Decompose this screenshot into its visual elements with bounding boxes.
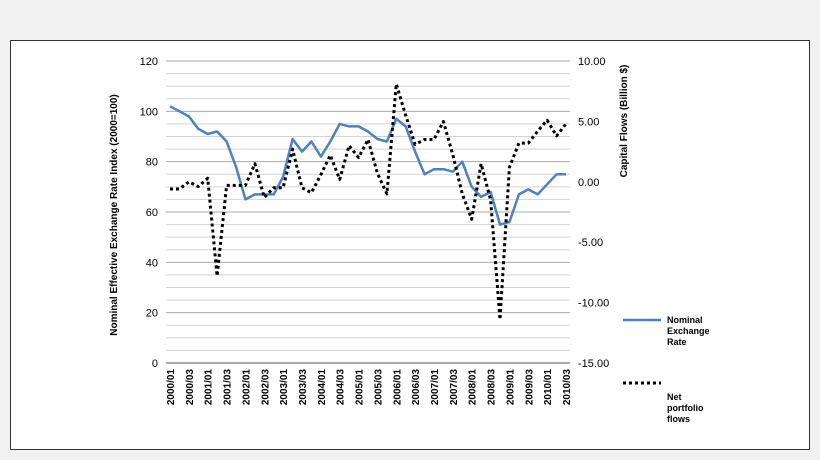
x-tick-label: 2001/01 [204, 369, 215, 406]
right-tick-label: 10.00 [578, 56, 606, 68]
legend-label-exchange-rate-line3: Rate [667, 337, 687, 347]
x-tick-label: 2008/03 [487, 369, 498, 406]
line-chart: 0 20 40 60 80 100 120 -15.00 -10.00 -5.00 0.00 5.0… [11, 41, 809, 449]
right-tick-label: -15.00 [578, 358, 609, 370]
x-tick-label: 2005/03 [373, 369, 384, 406]
right-tick-label: 0.00 [578, 177, 599, 189]
right-tick-label: 5.00 [578, 116, 599, 128]
legend-label-portfolio-flows-line1: Net [667, 392, 682, 402]
series-lines [169, 82, 568, 321]
left-tick-label: 60 [146, 207, 158, 219]
x-tick-label: 2004/03 [336, 369, 347, 406]
left-tick-label: 40 [146, 257, 158, 269]
right-axis-label: Capital Flows (Billion $) [619, 65, 630, 178]
left-tick-label: 120 [140, 56, 158, 68]
x-tick-label: 2008/01 [468, 369, 479, 406]
x-tick-label: 2004/01 [317, 369, 328, 406]
legend-label-exchange-rate-line2: Exchange [667, 326, 710, 336]
x-tick-label: 2005/01 [355, 369, 366, 406]
exchange-rate-line [169, 105, 566, 226]
x-tick-label: 2000/01 [166, 369, 177, 406]
right-tick-label: -5.00 [578, 237, 603, 249]
legend: Nominal Exchange Rate Net portfolio flow… [623, 315, 712, 424]
right-axis-ticks: -15.00 -10.00 -5.00 0.00 5.00 10.00 [578, 56, 609, 370]
left-tick-label: 100 [140, 106, 158, 118]
x-tick-label: 2000/03 [185, 369, 196, 406]
left-axis-ticks: 0 20 40 60 80 100 120 [140, 56, 158, 370]
x-tick-label: 2010/03 [562, 369, 573, 406]
left-tick-label: 80 [146, 157, 158, 169]
right-tick-label: -10.00 [578, 298, 609, 310]
x-tick-label: 2006/01 [392, 369, 403, 406]
x-tick-label: 2003/03 [298, 369, 309, 406]
x-tick-label: 2007/01 [430, 369, 441, 406]
plot-background [11, 41, 809, 449]
legend-label-portfolio-flows-line2: portfolio [667, 403, 704, 413]
x-tick-label: 2007/03 [449, 369, 460, 406]
x-tick-label: 2006/03 [411, 369, 422, 406]
left-axis-label: Nominal Effective Exchange Rate Index (2… [109, 94, 120, 336]
x-tick-label: 2001/03 [223, 369, 234, 406]
x-axis-ticks: 2000/01 2000/03 2001/01 2001/03 2002/01 2002/… [166, 369, 573, 406]
legend-label-exchange-rate-line1: Nominal [667, 315, 703, 325]
x-tick-label: 2003/01 [279, 369, 290, 406]
legend-label-exchange-rate: Nominal Exchange Rate [667, 315, 712, 347]
x-tick-label: 2002/03 [260, 369, 271, 406]
legend-label-portfolio-flows-line3: flows [667, 414, 690, 424]
left-tick-label: 20 [146, 308, 158, 320]
x-tick-label: 2009/03 [524, 369, 535, 406]
x-tick-label: 2009/01 [505, 369, 516, 406]
x-tick-label: 2002/01 [241, 369, 252, 406]
gridlines [166, 60, 570, 364]
left-tick-label: 0 [152, 358, 158, 370]
chart-frame: 0 20 40 60 80 100 120 -15.00 -10.00 -5.00 0.00 5.0… [10, 40, 810, 450]
x-tick-label: 2010/01 [543, 369, 554, 406]
legend-label-portfolio-flows: Net portfolio flows [667, 392, 706, 424]
